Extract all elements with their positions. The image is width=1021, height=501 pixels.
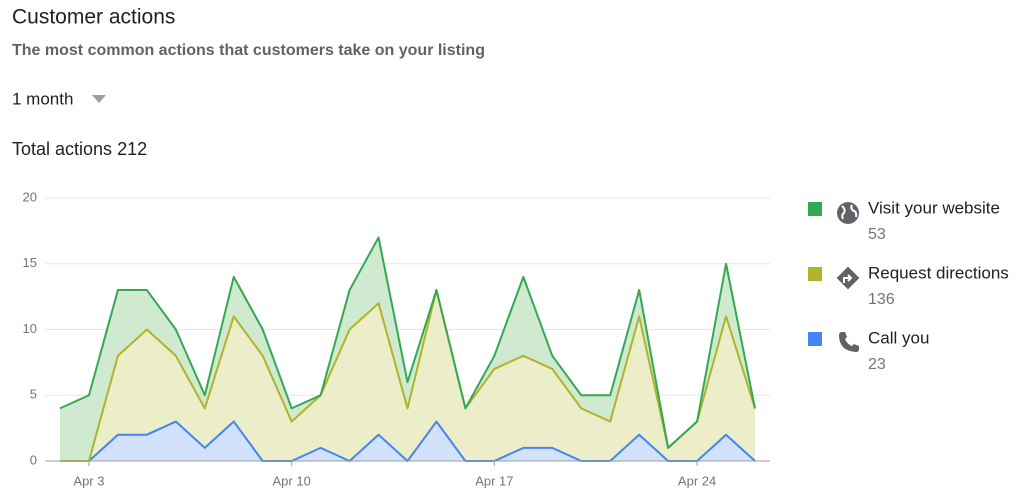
chart-subtitle: The most common actions that customers t… — [12, 42, 485, 59]
period-dropdown[interactable]: 1 month — [12, 89, 73, 108]
legend-label: Call you — [868, 328, 929, 347]
x-tick-label: Apr 17 — [475, 473, 513, 488]
legend-value: 23 — [868, 356, 886, 373]
x-tick-label: Apr 3 — [73, 473, 104, 488]
y-tick-label: 10 — [23, 321, 37, 336]
icon-globe — [837, 202, 859, 224]
total-actions: Total actions 212 — [12, 139, 147, 159]
area — [60, 237, 755, 461]
total-label: Total actions — [12, 139, 112, 159]
y-tick-label: 15 — [23, 255, 37, 270]
line — [60, 289, 756, 462]
legend-value: 136 — [868, 291, 895, 308]
y-tick-label: 0 — [30, 452, 37, 467]
icon-phone — [839, 332, 859, 352]
legend-value: 53 — [868, 226, 886, 243]
y-tick-label: 5 — [30, 387, 37, 402]
chart-title: Customer actions — [12, 6, 175, 29]
line — [59, 236, 756, 449]
dropdown-arrow[interactable] — [92, 95, 106, 103]
icon-directions — [836, 266, 860, 290]
x-tick-label: Apr 10 — [273, 473, 311, 488]
area — [60, 421, 755, 461]
legend-swatch — [808, 332, 822, 346]
y-tick-label: 20 — [23, 189, 37, 204]
legend-label: Visit your website — [868, 198, 1000, 217]
legend-swatch — [808, 202, 822, 216]
total-value: 212 — [117, 139, 147, 159]
x-tick-label: Apr 24 — [678, 473, 716, 488]
legend-swatch — [808, 267, 822, 281]
area — [60, 290, 755, 461]
legend-label: Request directions — [868, 263, 1009, 282]
